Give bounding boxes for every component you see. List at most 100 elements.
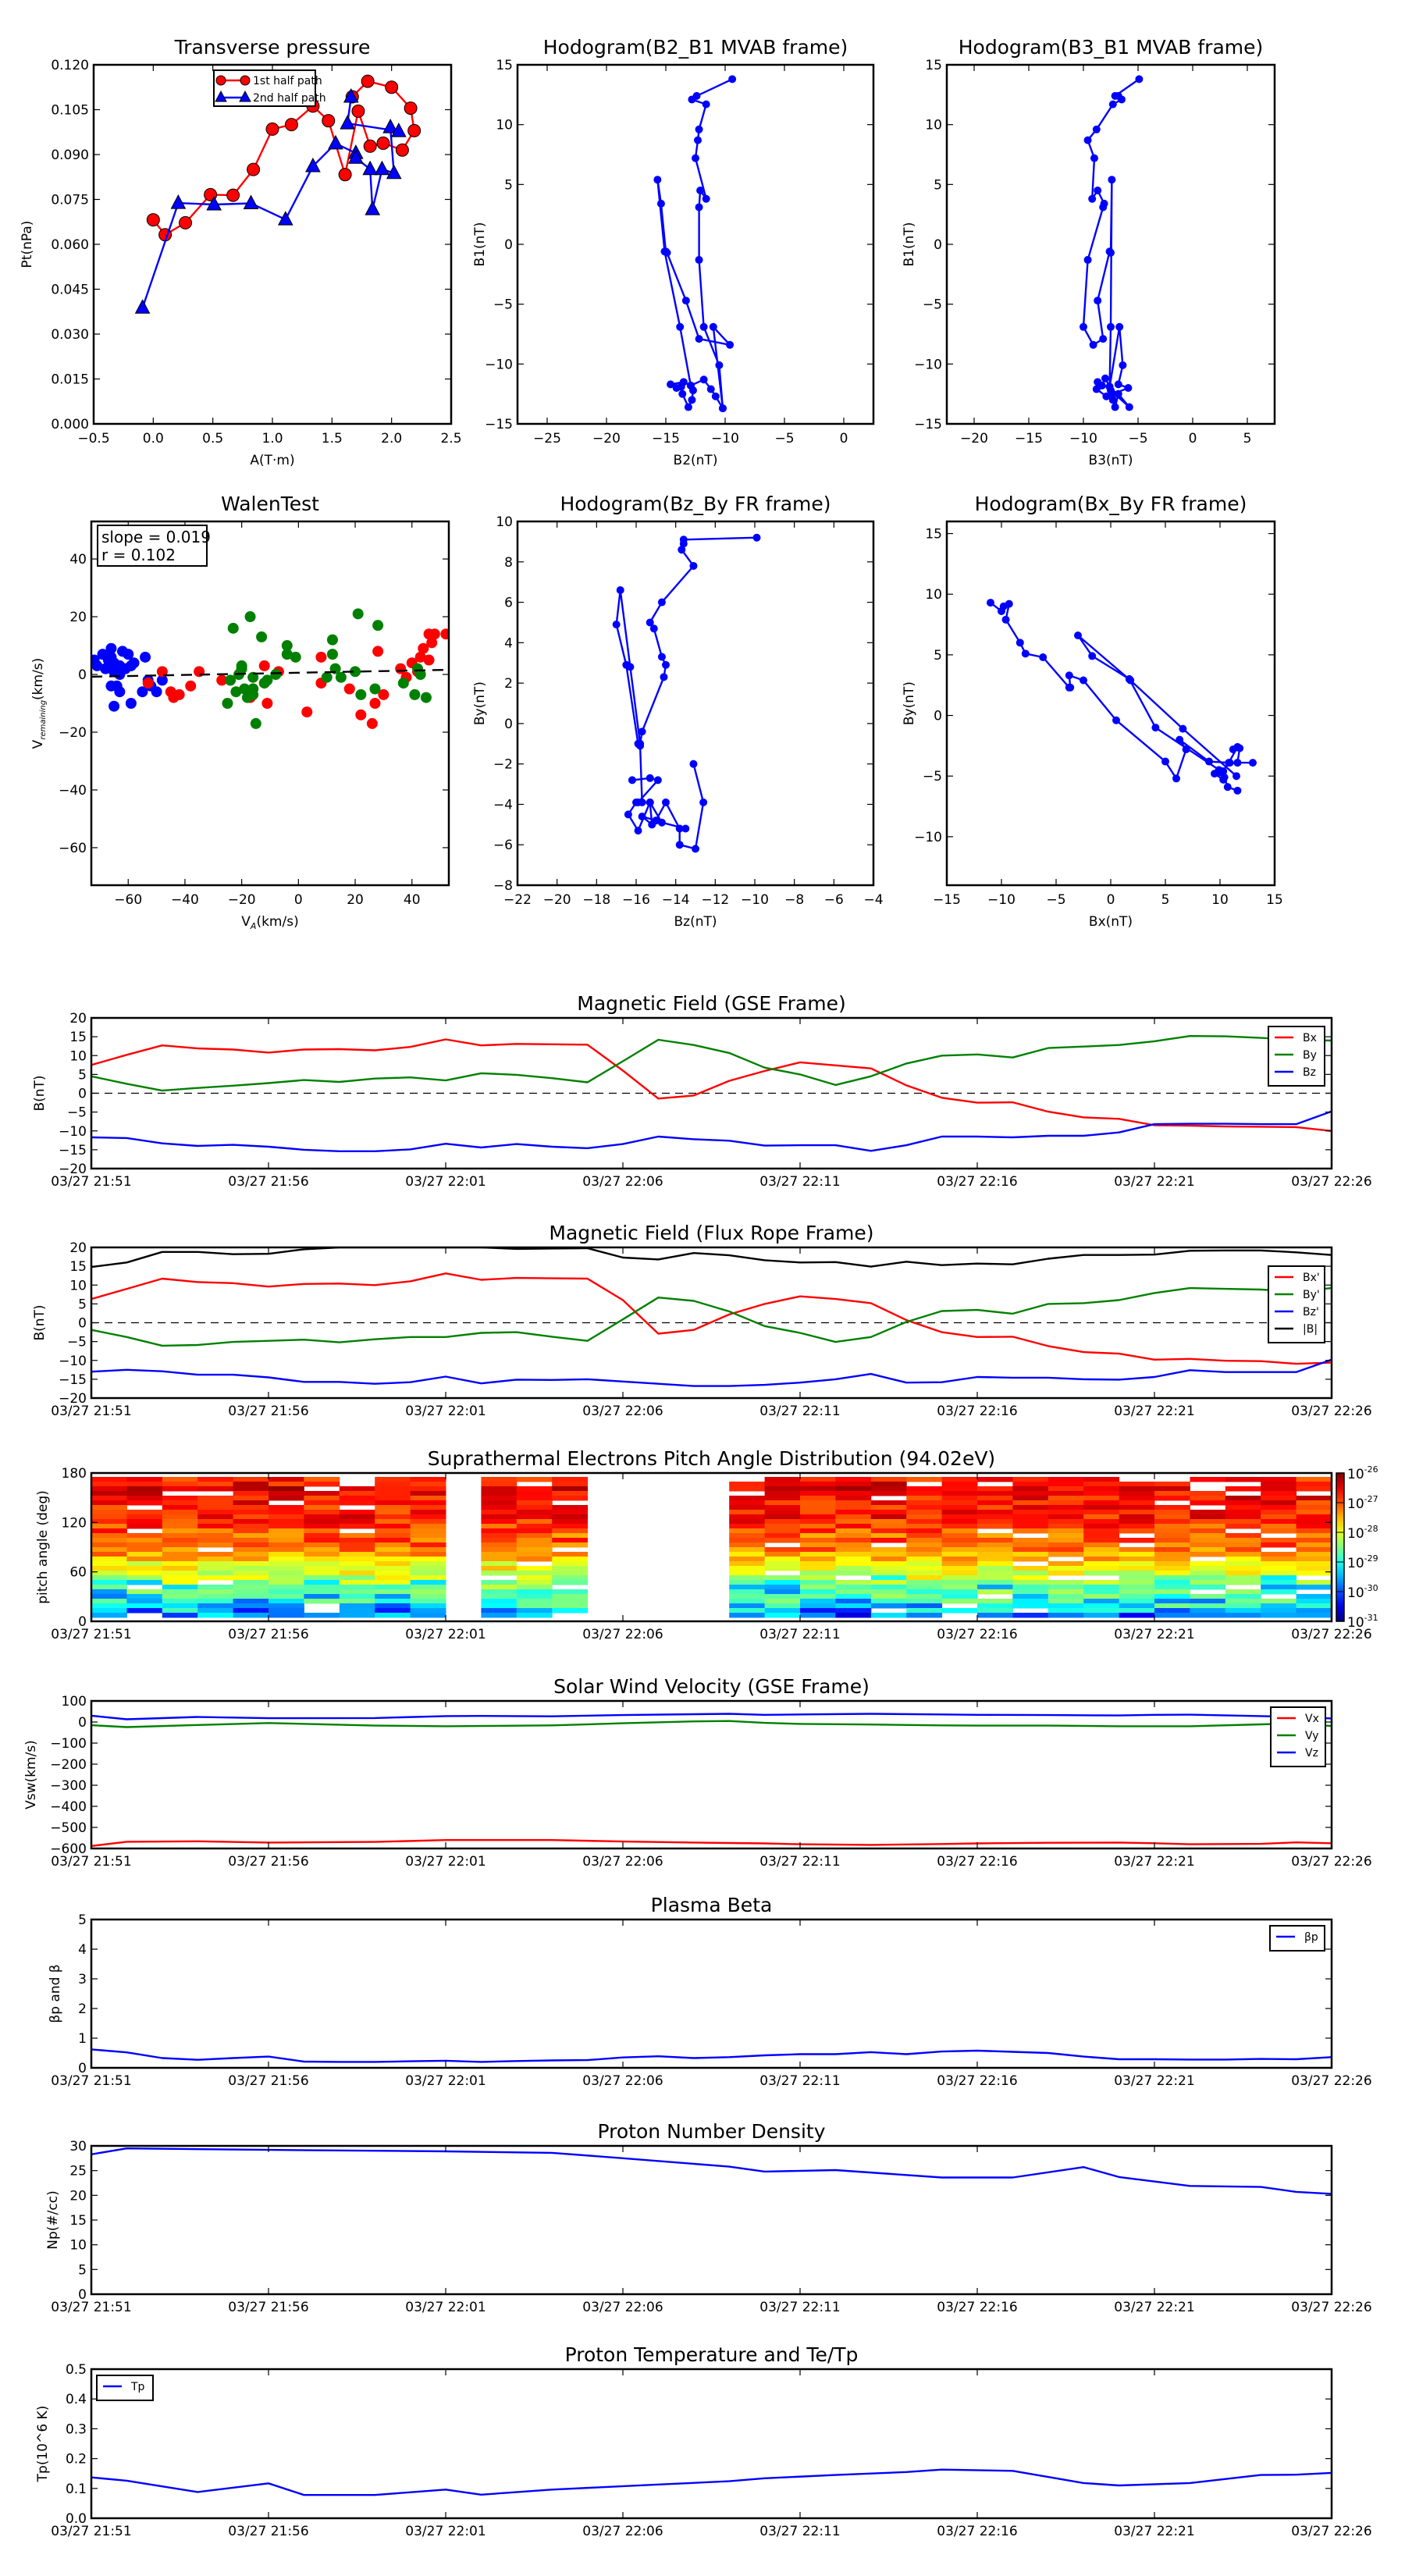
data-point (692, 845, 699, 853)
series-by-line (91, 1034, 1332, 1092)
heatmap-cell (197, 1575, 234, 1581)
heatmap-cell (1048, 1491, 1084, 1496)
heatmap-cell (233, 1542, 269, 1548)
heatmap-cell (941, 1585, 978, 1590)
y-axis-label: pitch angle (deg) (35, 1490, 51, 1604)
y-tick-label: 0.045 (51, 283, 89, 298)
heatmap-cell (1083, 1510, 1120, 1515)
heatmap-cell (375, 1510, 411, 1515)
y-tick-label: 0.5 (66, 2362, 87, 2378)
heatmap-cell (906, 1528, 943, 1534)
heatmap-cell (375, 1533, 411, 1539)
heatmap-cell (91, 1557, 127, 1562)
heatmap-cell (410, 1514, 446, 1520)
heatmap-cell (304, 1482, 340, 1487)
data-point (1172, 774, 1180, 783)
y-tick-label: 4 (504, 635, 513, 651)
heatmap-cell (906, 1533, 943, 1539)
heatmap-cell (870, 1594, 907, 1599)
x-tick-label: 03/27 22:16 (937, 1404, 1017, 1419)
heatmap-cell (1083, 1585, 1120, 1590)
heatmap-cell (800, 1575, 836, 1581)
heatmap-cell (233, 1585, 269, 1590)
heatmap-cell (1296, 1552, 1332, 1557)
data-point (692, 154, 699, 162)
heatmap-cell (1048, 1514, 1084, 1520)
heatmap-cell (835, 1608, 872, 1614)
y-tick-label: 0 (78, 667, 87, 683)
heatmap-cell (339, 1599, 375, 1604)
x-tick-label: −20 (228, 892, 256, 908)
plot-area (91, 1247, 1332, 1387)
x-tick-label: 03/27 22:11 (759, 1404, 840, 1419)
heatmap-cell (835, 1561, 872, 1567)
y-tick-label: 6 (504, 596, 513, 611)
data-point (355, 688, 367, 700)
data-point (695, 203, 703, 212)
heatmap-cell (870, 1510, 907, 1515)
plot-area (91, 1034, 1332, 1153)
legend-marker (215, 90, 227, 102)
heatmap-cell (269, 1491, 304, 1496)
heatmap-cell (977, 1571, 1013, 1576)
data-point (206, 195, 222, 211)
heatmap-cell (552, 1482, 589, 1487)
heatmap-cell (977, 1505, 1013, 1510)
data-point (678, 546, 686, 554)
heatmap-cell (481, 1533, 518, 1539)
heatmap-cell (729, 1496, 766, 1501)
y-tick-label: 0.120 (51, 58, 89, 73)
data-point (1161, 757, 1169, 766)
data-point (156, 666, 168, 678)
heatmap-cell (91, 1608, 127, 1614)
heatmap-cell (906, 1575, 943, 1581)
heatmap-cell (516, 1580, 553, 1585)
heatmap-cell (835, 1580, 872, 1585)
heatmap-cell (516, 1486, 553, 1492)
plot-area (91, 1713, 1332, 1847)
colorbar-gradient (1336, 1472, 1345, 1622)
data-point (1092, 125, 1101, 133)
heatmap-cell (1225, 1603, 1261, 1609)
data-point (632, 798, 640, 806)
heatmap-cell (1225, 1496, 1261, 1501)
heatmap-cell (977, 1589, 1013, 1595)
heatmap-cell (516, 1496, 553, 1501)
data-point (1097, 381, 1106, 390)
heatmap-cell (197, 1603, 234, 1609)
heatmap-cell (1119, 1585, 1155, 1590)
heatmap-cells (91, 1477, 1332, 1618)
heatmap-cell (1119, 1538, 1155, 1543)
heatmap-cell (835, 1533, 872, 1539)
heatmap-cell (870, 1519, 907, 1525)
heatmap-cell (304, 1514, 340, 1520)
heatmap-cell (233, 1552, 269, 1557)
series-vy-line (91, 1720, 1332, 1728)
x-tick-label: 03/27 21:56 (228, 1627, 308, 1642)
heatmap-cell (410, 1571, 446, 1576)
data-point (1236, 744, 1244, 753)
heatmap-cell (941, 1519, 978, 1525)
heatmap-cell (1048, 1561, 1084, 1567)
heatmap-cell (126, 1519, 163, 1525)
x-tick-label: 03/27 21:56 (228, 1404, 308, 1419)
data-point (1094, 297, 1102, 305)
heatmap-cell (1083, 1608, 1120, 1614)
y-tick-label: −10 (914, 830, 942, 845)
y-axis-label: B(nT) (32, 1075, 48, 1111)
data-point (1108, 100, 1117, 109)
heatmap-cell (552, 1477, 589, 1482)
heatmap-cell (1190, 1575, 1226, 1581)
data-point (1135, 75, 1144, 84)
heatmap-cell (835, 1538, 872, 1543)
data-point (688, 95, 696, 104)
heatmap-cell (233, 1500, 269, 1506)
heatmap-cell (870, 1613, 907, 1618)
x-tick-label: −16 (622, 892, 650, 908)
heatmap-cell (1083, 1542, 1120, 1548)
heatmap-cell (1225, 1514, 1261, 1520)
x-tick-label: −14 (662, 892, 690, 908)
x-tick-label: 03/27 22:11 (759, 1174, 840, 1190)
heatmap-cell (481, 1477, 518, 1482)
